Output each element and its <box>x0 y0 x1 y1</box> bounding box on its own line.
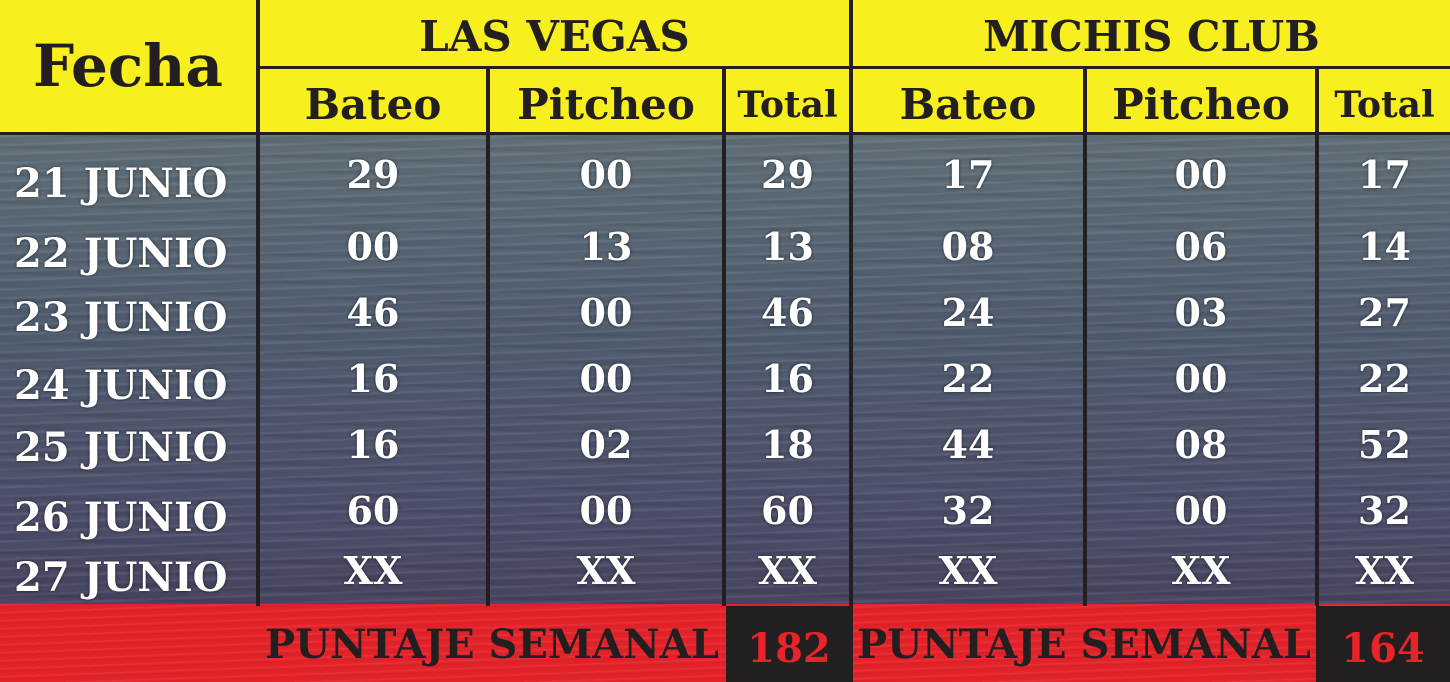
header-divider <box>258 66 1450 69</box>
column-divider <box>722 66 726 606</box>
cell-mc-total: XX <box>1355 548 1414 593</box>
cell-lv-bateo: 16 <box>346 356 400 401</box>
cell-lv-bateo: XX <box>343 548 403 593</box>
cell-mc-bateo: 32 <box>941 488 995 533</box>
cell-lv-bateo: 00 <box>346 224 400 269</box>
column-divider <box>486 66 490 606</box>
cell-lv-bateo: 29 <box>346 152 400 197</box>
row-date: 25 JUNIO <box>14 424 228 471</box>
column-divider <box>1315 66 1319 606</box>
weekly-score-label-michis-club: PUNTAJE SEMANAL <box>857 621 1311 668</box>
cell-mc-pitcheo: 00 <box>1174 152 1228 197</box>
col-header-bateo: Bateo <box>304 80 442 129</box>
cell-lv-pitcheo: XX <box>576 548 636 593</box>
weekly-score-michis-club: 164 <box>1341 625 1425 672</box>
score-box-las-vegas <box>726 606 852 682</box>
row-date: 26 JUNIO <box>14 494 228 541</box>
cell-mc-bateo: 44 <box>941 422 995 467</box>
cell-mc-pitcheo: 00 <box>1174 488 1228 533</box>
cell-lv-total: 16 <box>761 356 814 401</box>
fecha-header: Fecha <box>33 32 223 100</box>
col-header-total: Total <box>1334 84 1435 126</box>
col-header-bateo: Bateo <box>899 80 1037 129</box>
cell-mc-bateo: XX <box>938 548 998 593</box>
cell-lv-bateo: 46 <box>346 290 400 335</box>
cell-mc-pitcheo: XX <box>1171 548 1231 593</box>
cell-lv-bateo: 60 <box>346 488 400 533</box>
cell-mc-total: 14 <box>1358 224 1411 269</box>
cell-mc-pitcheo: 08 <box>1174 422 1228 467</box>
row-date: 21 JUNIO <box>14 160 228 207</box>
cell-lv-pitcheo: 00 <box>579 488 633 533</box>
row-date: 22 JUNIO <box>14 230 228 277</box>
cell-mc-pitcheo: 03 <box>1174 290 1228 335</box>
weekly-score-label-las-vegas: PUNTAJE SEMANAL <box>265 621 719 668</box>
cell-lv-total: XX <box>758 548 817 593</box>
cell-mc-total: 52 <box>1358 422 1411 467</box>
col-header-total: Total <box>737 84 838 126</box>
cell-mc-bateo: 17 <box>941 152 995 197</box>
cell-mc-total: 32 <box>1358 488 1411 533</box>
cell-lv-total: 46 <box>761 290 814 335</box>
footer-band <box>0 604 1450 682</box>
row-date: 27 JUNIO <box>14 554 228 601</box>
col-header-pitcheo: Pitcheo <box>517 80 695 129</box>
cell-lv-pitcheo: 13 <box>579 224 633 269</box>
cell-lv-pitcheo: 00 <box>579 290 633 335</box>
col-header-pitcheo: Pitcheo <box>1112 80 1290 129</box>
cell-mc-total: 17 <box>1358 152 1411 197</box>
cell-lv-pitcheo: 02 <box>579 422 633 467</box>
cell-lv-pitcheo: 00 <box>579 356 633 401</box>
cell-lv-total: 29 <box>761 152 814 197</box>
cell-mc-total: 27 <box>1358 290 1411 335</box>
cell-mc-bateo: 24 <box>941 290 995 335</box>
cell-mc-pitcheo: 00 <box>1174 356 1228 401</box>
cell-mc-total: 22 <box>1358 356 1411 401</box>
team-divider <box>849 0 853 682</box>
team-name-michis-club: MICHIS CLUB <box>983 12 1320 61</box>
row-date: 24 JUNIO <box>14 362 228 409</box>
cell-lv-total: 60 <box>761 488 814 533</box>
cell-mc-pitcheo: 06 <box>1174 224 1228 269</box>
column-divider <box>1083 66 1087 606</box>
team-name-las-vegas: LAS VEGAS <box>419 12 690 61</box>
weekly-score-las-vegas: 182 <box>747 625 831 672</box>
cell-lv-bateo: 16 <box>346 422 400 467</box>
column-divider <box>256 0 260 606</box>
row-date: 23 JUNIO <box>14 294 228 341</box>
cell-lv-total: 18 <box>761 422 814 467</box>
cell-lv-pitcheo: 00 <box>579 152 633 197</box>
cell-lv-total: 13 <box>761 224 814 269</box>
cell-mc-bateo: 22 <box>941 356 995 401</box>
score-box-michis-club <box>1316 606 1450 682</box>
cell-mc-bateo: 08 <box>941 224 995 269</box>
